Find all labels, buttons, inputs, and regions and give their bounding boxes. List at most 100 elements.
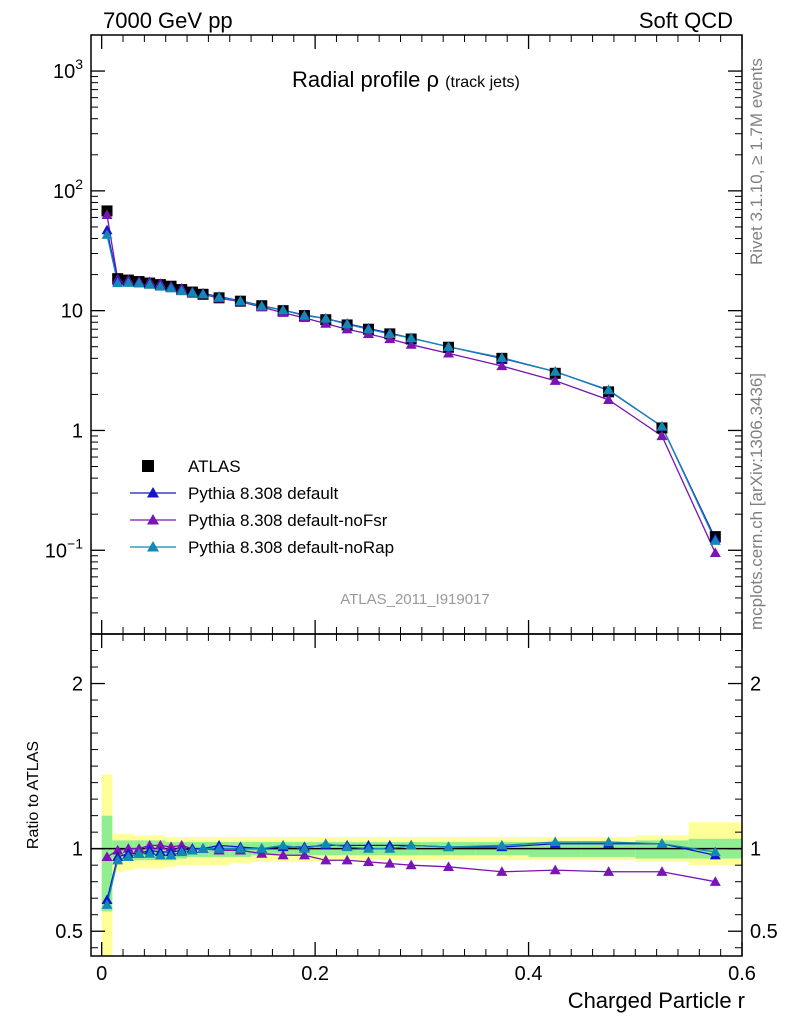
ratio-y-tick-label-left-1: 1 xyxy=(72,839,83,861)
main-marker-3-7 xyxy=(176,285,188,296)
legend-label-1: Pythia 8.308 default xyxy=(188,484,339,503)
main-title-symbol: ρ xyxy=(427,67,440,92)
ratio-marker-2-19 xyxy=(405,839,417,850)
ratio-marker-1-12 xyxy=(256,848,268,858)
ratio-y-tick-label-right-0: 0.5 xyxy=(750,921,778,943)
main-marker-2-23 xyxy=(603,394,615,405)
main-marker-2-21 xyxy=(496,360,508,371)
ratio-marker-2-1 xyxy=(112,854,124,865)
x-tick-label-3: 0.6 xyxy=(728,963,756,985)
ratio-marker-1-17 xyxy=(362,856,374,867)
ratio-marker-2-6 xyxy=(165,849,177,860)
x-axis-title: Charged Particle r xyxy=(568,988,745,1013)
main-marks-layer xyxy=(101,205,721,558)
main-marker-3-12 xyxy=(256,300,268,311)
stat-band-23 xyxy=(581,842,636,857)
ratio-marker-2-24 xyxy=(656,838,668,848)
ratio-marker-1-14 xyxy=(298,849,310,860)
ratio-marker-2-22 xyxy=(549,836,561,847)
main-title-suffix: (track jets) xyxy=(445,74,520,91)
main-marker-2-15 xyxy=(320,318,332,328)
ratio-marker-2-3 xyxy=(133,848,145,858)
main-y-tick-label-1: 1 xyxy=(72,420,83,442)
main-y-tick-label-2: 10 xyxy=(61,301,83,323)
ratio-marker-2-12 xyxy=(256,843,268,853)
ratio-marker-1-5 xyxy=(154,839,166,850)
ratio-marker-1-16 xyxy=(341,854,353,865)
ratio-marker-2-2 xyxy=(122,851,134,862)
main-marker-3-9 xyxy=(197,288,209,299)
ratio-marker-2-25 xyxy=(709,846,721,857)
ratio-marker-2-5 xyxy=(154,849,166,860)
main-marker-3-22 xyxy=(549,366,561,376)
main-marker-2-20 xyxy=(443,347,455,358)
main-marker-3-23 xyxy=(603,384,615,395)
legend-marker-1 xyxy=(147,487,159,498)
main-marker-3-19 xyxy=(405,332,417,343)
stat-band-24 xyxy=(635,840,689,859)
main-marker-3-17 xyxy=(362,323,374,334)
ratio-marker-2-15 xyxy=(320,838,332,848)
ratio-marker-1-1 xyxy=(112,844,124,855)
x-tick-label-1: 0.2 xyxy=(301,963,329,985)
main-marker-3-5 xyxy=(154,281,166,291)
ratio-marker-1-2 xyxy=(122,843,134,853)
main-marker-3-0 xyxy=(101,229,113,239)
ratio-marker-2-14 xyxy=(298,843,310,853)
main-marker-2-25 xyxy=(709,547,721,558)
ratio-marker-2-13 xyxy=(277,839,289,850)
main-y-tick-label-3: 102 xyxy=(53,176,83,203)
main-marker-2-24 xyxy=(656,430,668,441)
ratio-marker-1-4 xyxy=(144,839,156,850)
x-tick-label-0: 0 xyxy=(96,963,107,985)
main-marker-3-16 xyxy=(341,318,353,329)
ratio-y-tick-label-right-2: 2 xyxy=(750,674,761,696)
main-title: Radial profile ρ (track jets) xyxy=(292,67,520,92)
main-marker-3-3 xyxy=(133,277,145,288)
ratio-marker-0-0 xyxy=(101,894,113,904)
ratio-marker-2-8 xyxy=(186,844,198,855)
legend-marker-3 xyxy=(147,541,159,552)
main-y-tick-label-0: 10−1 xyxy=(45,535,83,562)
ratio-marker-1-0 xyxy=(101,851,113,862)
main-marker-3-8 xyxy=(186,287,198,297)
main-marker-3-21 xyxy=(496,352,508,362)
ratio-marker-1-18 xyxy=(384,858,396,868)
main-title-text: Radial profile xyxy=(292,67,420,92)
ratio-marker-2-9 xyxy=(197,843,209,853)
ratio-marker-2-20 xyxy=(443,841,455,852)
legend-label-3: Pythia 8.308 default-noRap xyxy=(188,538,394,557)
main-y-tick-label-4: 103 xyxy=(53,56,83,83)
ratio-marker-2-18 xyxy=(384,843,396,853)
axes-layer: 10−1 1 10 102 103 0 0.2 0.4 0.6 0.5 0.5 1 1 2 2 xyxy=(45,34,778,985)
stat-band-0 xyxy=(101,815,113,912)
ratio-marker-1-25 xyxy=(709,876,721,886)
ratio-marker-2-16 xyxy=(341,841,353,852)
rivet-label: Rivet 3.1.10, ≥ 1.7M events xyxy=(747,58,766,265)
ratio-marker-2-23 xyxy=(603,836,615,847)
main-marker-3-18 xyxy=(384,328,396,339)
ratio-marker-1-19 xyxy=(405,859,417,870)
x-tick-label-2: 0.4 xyxy=(515,963,543,985)
main-marker-3-20 xyxy=(443,341,455,351)
legend-marker-0 xyxy=(142,460,154,472)
ratio-marker-2-4 xyxy=(144,848,156,858)
ratio-marker-2-10 xyxy=(213,843,225,853)
ratio-marker-2-0 xyxy=(101,899,113,909)
ratio-marker-1-22 xyxy=(549,864,561,875)
legend-marker-2 xyxy=(147,514,159,525)
ratio-y-tick-label-left-2: 2 xyxy=(72,674,83,696)
ratio-marker-1-20 xyxy=(443,861,455,871)
main-marker-3-11 xyxy=(234,295,246,306)
ratio-y-axis-title: Ratio to ATLAS xyxy=(25,741,42,849)
stat-band-22 xyxy=(528,842,582,857)
ratio-marker-2-17 xyxy=(362,843,374,853)
main-marker-3-24 xyxy=(656,420,668,431)
main-marker-2-18 xyxy=(384,333,396,344)
ratio-marker-1-24 xyxy=(656,866,668,876)
main-marker-2-16 xyxy=(341,323,353,334)
ratio-marker-1-13 xyxy=(277,849,289,860)
main-marker-2-22 xyxy=(549,375,561,385)
